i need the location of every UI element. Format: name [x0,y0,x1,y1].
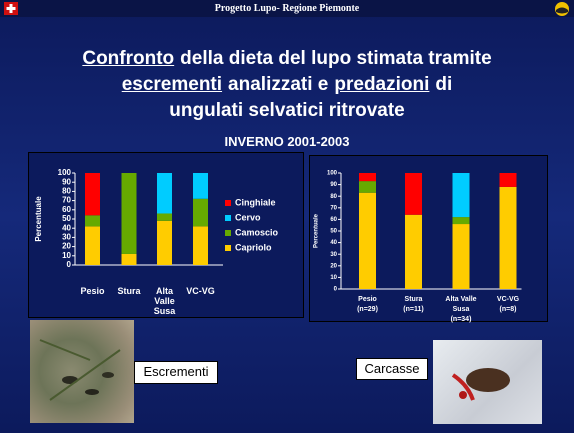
x-tick-label: Pesio [80,286,105,296]
bar-segment [157,220,172,265]
bar-segment [359,173,376,182]
y-tick-label: 30 [62,233,71,242]
bar-segment [193,173,208,199]
title-segment: ungulati selvatici ritrovate [169,100,405,121]
legend-swatch [225,245,231,251]
legend-label: Camoscio [235,227,279,237]
title-segment: predazioni [334,74,430,95]
bar-segment [157,213,172,221]
bar-segment [359,181,376,193]
y-tick-label: 30 [330,252,337,258]
y-tick-label: 80 [330,194,337,200]
y-tick-label: 10 [62,251,71,260]
legend-label: Cervo [235,212,261,222]
y-tick-label: 70 [62,196,71,205]
y-tick-label: 20 [62,242,71,251]
legend-swatch [225,215,231,221]
photo [433,340,542,424]
bar-segment [193,198,208,227]
x-tick-label: Alta Valle Susa (n=34) [445,296,477,323]
title-segment: analizzati e [228,74,329,95]
bar-segment [85,215,100,227]
y-axis-label: Percentuale [314,213,320,248]
logo-icon [555,2,569,16]
bar-segment [499,173,517,187]
bar-segment [121,173,137,254]
bar-segment [499,186,517,289]
x-tick-label: VC-VG (n=8) [496,296,520,313]
bar-segment [405,173,422,215]
bar-segment [157,173,172,214]
chart: 0 10 20 30 40 50 60 70 80 90 100 Percentuale [314,171,522,293]
y-tick-label: 100 [58,168,72,177]
bar-segment [452,217,470,225]
header: Progetto Lupo- Regione Piemonte [0,0,574,17]
y-tick-label: 100 [327,171,338,177]
x-tick-label: Alta Valle Susa [153,286,176,316]
y-tick-label: 20 [330,263,337,269]
y-tick-label: 90 [330,182,337,188]
bar-segment [85,173,100,216]
y-tick-label: 10 [330,275,337,281]
bar-segment [193,226,208,265]
y-tick-label: 70 [330,205,337,211]
title-segment: della dieta del lupo stimata tramite [180,48,492,69]
bar-segment [405,214,422,289]
y-tick-label: 40 [62,223,71,232]
y-tick-label: 80 [62,187,71,196]
photo-label: Carcasse [356,358,428,380]
title-segment: escrementi [121,74,223,95]
photo-detail [451,368,510,401]
x-tick-label: Stura (n=11) [403,296,424,313]
legend-label: Cinghiale [235,197,276,207]
bar-segment [359,192,376,289]
y-tick-label: 60 [62,205,71,214]
title-segment: di [435,74,453,95]
y-tick-label: 0 [334,287,338,293]
photo-label: Escrementi [134,361,218,384]
y-tick-label: 0 [67,260,72,269]
x-tick-label: Pesio (n=29) [357,296,378,313]
legend-swatch [225,230,231,236]
y-axis-label: Percentuale [34,196,43,242]
y-tick-label: 90 [62,177,71,186]
bar-segment [452,173,470,218]
photo [30,320,134,423]
legend-label: Capriolo [235,242,272,252]
title-line: ungulati selvatici ritrovate [0,100,574,122]
y-tick-label: 60 [330,217,337,223]
subtitle: INVERNO 2001-2003 [224,134,350,149]
photo-detail [39,339,121,401]
x-tick-label: VC-VG [186,286,215,296]
legend-swatch [225,200,231,206]
title-line: Confronto della dieta del lupo stimata tr… [0,48,574,70]
y-tick-label: 50 [62,214,71,223]
flag-icon [4,2,18,15]
title-line: escrementi analizzati e predazioni di [0,74,574,96]
x-tick-label: Stura [117,286,141,296]
bar-segment [85,226,100,265]
bar-segment [452,224,470,289]
y-tick-label: 50 [330,229,337,235]
y-tick-label: 40 [330,240,337,246]
title-segment: Confronto [82,48,175,69]
bar-segment [121,253,137,265]
